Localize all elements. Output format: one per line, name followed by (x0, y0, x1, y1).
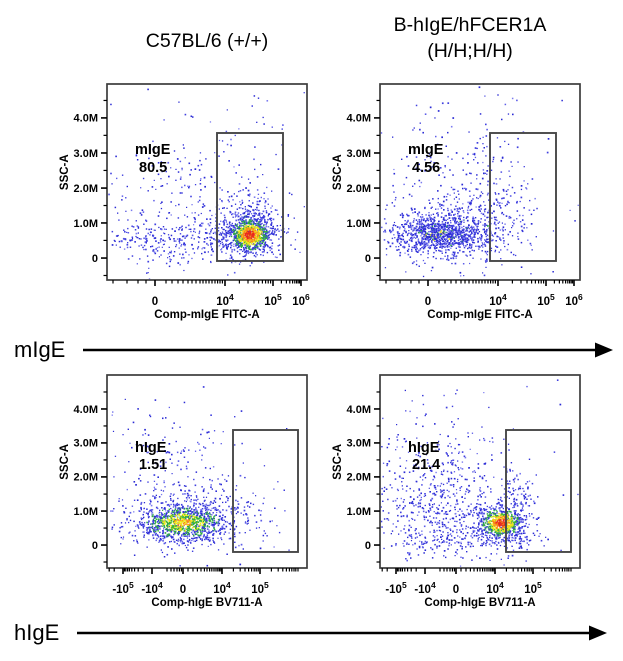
y-axis: 4.0M 3.0M 2.0M 1.0M 0 SSC-A (59, 391, 107, 563)
gate-rectangle (489, 132, 557, 262)
y-axis-title: SSC-A (332, 154, 344, 190)
svg-text:1.0M: 1.0M (74, 218, 98, 230)
y-axis: 4.0M 3.0M 2.0M 1.0M 0 SSC-A (59, 99, 107, 277)
x-axis-title: Comp-hIgE BV711-A (151, 597, 262, 609)
y-axis: 4.0M 3.0M 2.0M 1.0M 0 SSC-A (332, 99, 380, 277)
scatter-points-layer (380, 379, 579, 567)
scatter-points-layer (380, 86, 579, 278)
gate-percent-label: 80.5 (139, 160, 167, 176)
x-axis-title: Comp-mIgE FITC-A (154, 309, 259, 321)
plot-frame (106, 83, 308, 281)
svg-text:105: 105 (537, 292, 555, 308)
gate-name-label: mIgE (135, 142, 171, 158)
flow-plot-wt-hige: 4.0M 3.0M 2.0M 1.0M 0 SSC-A -105 -104 0 104 105Com… (59, 374, 308, 609)
svg-text:106: 106 (565, 292, 583, 308)
flow-plot-tg-mige: 4.0M 3.0M 2.0M 1.0M 0 SSC-A 0 104 105 106 Comp-mIg… (332, 83, 583, 321)
column-title-bhige-line2: (H/H;H/H) (427, 40, 513, 62)
svg-text:1.0M: 1.0M (74, 506, 98, 518)
svg-text:3.0M: 3.0M (74, 438, 98, 450)
svg-text:2.0M: 2.0M (74, 472, 98, 484)
svg-text:104: 104 (216, 292, 234, 308)
hige-arrowhead-icon (589, 625, 608, 641)
x-axis: 0 104 105 106 Comp-mIgE FITC-A (385, 280, 583, 321)
column-title-bhige-hfcer1a: B-hIgE/hFCER1A (H/H;H/H) (350, 12, 590, 64)
gate-rectangle (232, 429, 299, 553)
scatter-points-layer (110, 386, 290, 567)
gate-name-label: hIgE (135, 440, 167, 456)
svg-text:3.0M: 3.0M (74, 148, 98, 160)
svg-text:0: 0 (92, 540, 98, 552)
x-axis-title: Comp-hIgE BV711-A (424, 597, 535, 609)
svg-text:4.0M: 4.0M (347, 113, 371, 125)
flow-plot-wt-mige: 4.0M 3.0M 2.0M 1.0M 0 SSC-A 0 104 105 106 Comp-mIg… (59, 83, 310, 321)
y-axis-title: SSC-A (59, 444, 71, 480)
column-title-bhige-line1: B-hIgE/hFCER1A (393, 14, 547, 36)
svg-text:1.0M: 1.0M (347, 218, 371, 230)
svg-text:3.0M: 3.0M (347, 148, 371, 160)
gate-name-label: hIgE (408, 440, 440, 456)
svg-text:105: 105 (264, 292, 282, 308)
svg-text:4.0M: 4.0M (74, 404, 98, 416)
gate-rectangle (216, 132, 284, 262)
plot-frame (379, 83, 581, 281)
column-title-c57bl6-text: C57BL/6 (+/+) (145, 30, 269, 52)
svg-text:106: 106 (292, 292, 310, 308)
x-axis-title: Comp-mIgE FITC-A (427, 309, 532, 321)
svg-text:0: 0 (365, 253, 371, 265)
gate-percent-label: 21.4 (412, 457, 440, 473)
column-title-c57bl6: C57BL/6 (+/+) (87, 28, 327, 54)
hige-row-label: hIgE (14, 620, 60, 645)
mige-axis-arrow (83, 342, 614, 358)
hige-axis-arrow (77, 625, 608, 641)
svg-text:0: 0 (152, 296, 158, 308)
scatter-points-layer (108, 88, 305, 280)
mige-row-label: mIgE (14, 337, 66, 362)
gate-rectangle (505, 429, 572, 553)
x-axis: 0 104 105 106 Comp-mIgE FITC-A (112, 280, 310, 321)
svg-text:2.0M: 2.0M (347, 183, 371, 195)
hige-axis-arrow-row: hIgE (14, 617, 614, 649)
mige-axis-arrow-row: mIgE (14, 334, 614, 366)
svg-text:2.0M: 2.0M (74, 183, 98, 195)
svg-text:104: 104 (489, 292, 507, 308)
svg-text:0: 0 (425, 296, 431, 308)
y-axis-title: SSC-A (332, 444, 344, 480)
gate-percent-label: 4.56 (412, 160, 440, 176)
svg-text:4.0M: 4.0M (74, 113, 98, 125)
gate-name-label: mIgE (408, 142, 444, 158)
y-axis-title: SSC-A (59, 154, 71, 190)
svg-text:0: 0 (92, 253, 98, 265)
gate-percent-label: 1.51 (139, 457, 167, 473)
mige-arrowhead-icon (595, 342, 614, 358)
